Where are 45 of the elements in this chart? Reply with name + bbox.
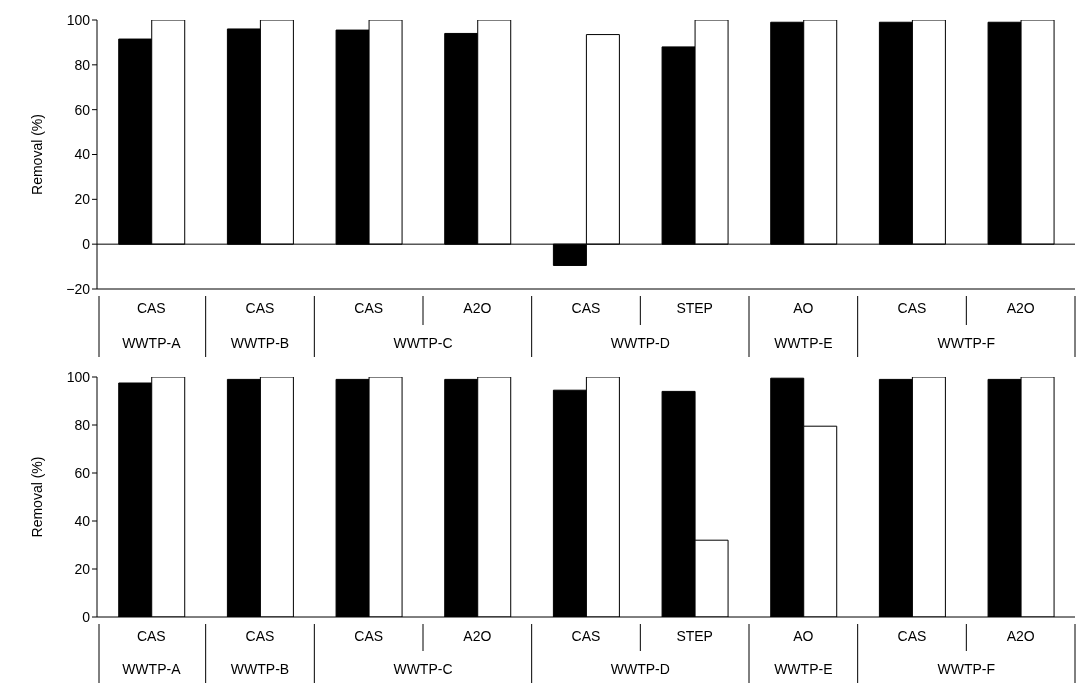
- text: WWTP-A: [121, 334, 182, 353]
- text: WWTP-F: [936, 334, 997, 353]
- x-tick-label: A2O: [463, 299, 492, 316]
- x-tick-label: CAS: [136, 627, 166, 644]
- x-tick-label: STEP: [676, 299, 713, 316]
- x-tick-label: CAS: [897, 627, 927, 644]
- y-tick-label: 20: [74, 560, 91, 577]
- x-tick-label: CAS: [571, 299, 601, 316]
- y-tick-label: 100: [66, 368, 91, 385]
- y-axis-title: Removal (%): [28, 114, 45, 195]
- x-tick-label: AO: [793, 627, 814, 644]
- text: WWTP-F: [936, 660, 997, 679]
- text: WWTP-E: [773, 660, 834, 679]
- x-tick-label: CAS: [354, 299, 384, 316]
- x-tick-label: CAS: [136, 299, 166, 316]
- y-tick-label: 0: [82, 608, 91, 625]
- text: WWTP-C: [392, 334, 454, 353]
- text: WWTP-B: [229, 660, 291, 679]
- x-tick-label: CAS: [245, 627, 275, 644]
- x-tick-label: AO: [793, 299, 814, 316]
- text: WWTP-D: [609, 660, 671, 679]
- y-tick-label: 40: [74, 146, 91, 163]
- x-tick-label: A2O: [1006, 299, 1035, 316]
- y-axis-title: Removal (%): [28, 456, 45, 538]
- y-tick-label: 20: [74, 191, 91, 208]
- y-tick-label: 60: [74, 101, 91, 118]
- y-tick-label: 100: [66, 11, 91, 28]
- y-tick-label: 0: [82, 236, 91, 253]
- text: WWTP-E: [773, 334, 834, 353]
- text: WWTP-B: [229, 334, 291, 353]
- text: WWTP-D: [609, 334, 671, 353]
- x-tick-label: A2O: [463, 627, 492, 644]
- x-tick-label: A2O: [1006, 627, 1035, 644]
- y-tick-label: 40: [74, 512, 91, 529]
- x-tick-label: STEP: [676, 627, 713, 644]
- y-tick-label: 80: [74, 416, 91, 433]
- x-tick-label: CAS: [571, 627, 601, 644]
- text: WWTP-A: [121, 660, 182, 679]
- x-tick-label: CAS: [354, 627, 384, 644]
- text: WWTP-C: [392, 660, 454, 679]
- y-tick-label: 80: [74, 56, 91, 73]
- x-tick-label: CAS: [897, 299, 927, 316]
- x-tick-label: CAS: [245, 299, 275, 316]
- y-tick-label: 60: [74, 464, 91, 481]
- y-tick-label: −20: [66, 280, 91, 297]
